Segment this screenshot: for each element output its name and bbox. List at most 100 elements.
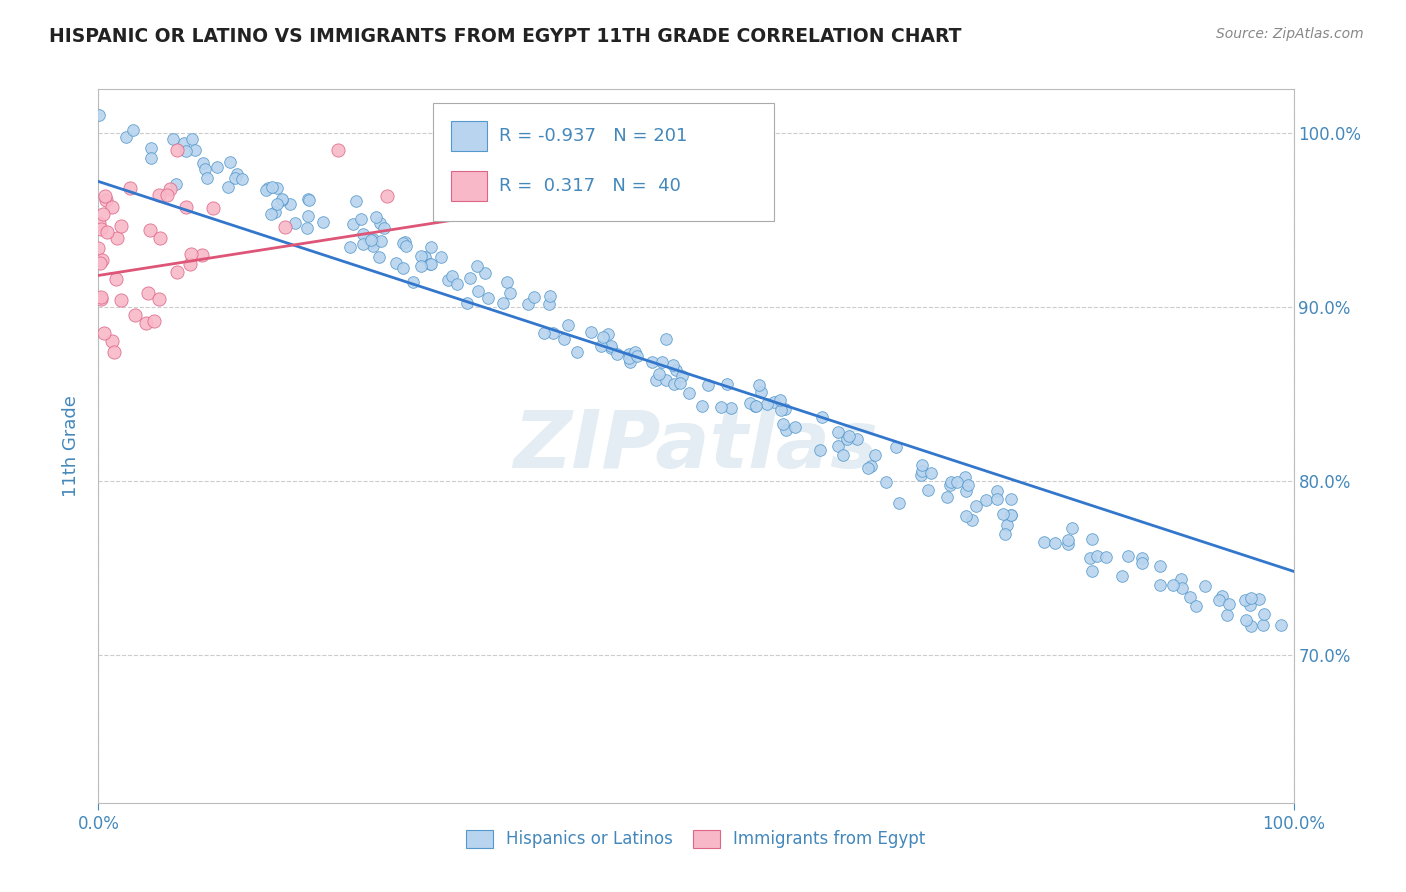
- Point: [920, 466, 942, 480]
- Point: [166, 143, 188, 157]
- Point: [995, 517, 1018, 532]
- Point: [516, 297, 538, 311]
- Point: [599, 339, 621, 353]
- Point: [541, 326, 564, 340]
- Point: [1085, 549, 1108, 564]
- Point: [467, 285, 489, 299]
- Point: [1000, 492, 1022, 507]
- Point: [107, 231, 129, 245]
- Point: [710, 400, 733, 414]
- Point: [1111, 569, 1133, 583]
- Point: [226, 168, 249, 182]
- Point: [363, 232, 385, 246]
- Point: [751, 385, 773, 400]
- Point: [598, 326, 620, 341]
- Point: [231, 172, 253, 186]
- Point: [1218, 598, 1240, 612]
- Point: [89, 108, 111, 122]
- Point: [1000, 508, 1022, 522]
- Point: [194, 161, 217, 176]
- Point: [589, 338, 612, 352]
- Point: [1130, 551, 1153, 566]
- Point: [645, 373, 668, 387]
- Point: [180, 247, 202, 261]
- Point: [392, 235, 415, 250]
- Point: [257, 180, 280, 194]
- Point: [205, 161, 228, 175]
- Point: [139, 151, 162, 165]
- Point: [553, 331, 575, 345]
- Point: [1081, 532, 1104, 546]
- Point: [832, 449, 855, 463]
- Point: [1240, 618, 1263, 632]
- Point: [409, 249, 432, 263]
- Point: [917, 483, 939, 497]
- Point: [155, 187, 177, 202]
- Point: [911, 458, 934, 472]
- Point: [174, 200, 197, 214]
- Point: [837, 432, 859, 446]
- Text: HISPANIC OR LATINO VS IMMIGRANTS FROM EGYPT 11TH GRADE CORRELATION CHART: HISPANIC OR LATINO VS IMMIGRANTS FROM EG…: [49, 27, 962, 45]
- Point: [1211, 589, 1233, 603]
- Point: [124, 308, 146, 322]
- Point: [195, 171, 218, 186]
- Point: [270, 192, 292, 206]
- Point: [986, 491, 1008, 506]
- Point: [911, 464, 934, 478]
- Point: [370, 215, 392, 229]
- Point: [1170, 572, 1192, 586]
- Point: [785, 420, 807, 434]
- Point: [368, 250, 391, 264]
- Point: [364, 210, 387, 224]
- Point: [1216, 608, 1239, 623]
- Point: [395, 239, 418, 253]
- Point: [1233, 592, 1256, 607]
- Point: [744, 399, 766, 413]
- Point: [1149, 559, 1171, 574]
- Point: [720, 401, 742, 416]
- Point: [641, 355, 664, 369]
- Point: [326, 143, 349, 157]
- Point: [557, 318, 579, 333]
- Point: [166, 265, 188, 279]
- Point: [619, 355, 641, 369]
- Point: [755, 397, 778, 411]
- Point: [105, 272, 128, 286]
- Point: [617, 351, 640, 366]
- Point: [474, 267, 496, 281]
- Point: [184, 143, 207, 157]
- Point: [278, 196, 301, 211]
- Point: [191, 248, 214, 262]
- Point: [1208, 593, 1230, 607]
- Point: [101, 201, 124, 215]
- Point: [1239, 598, 1261, 612]
- Point: [224, 171, 246, 186]
- Point: [89, 255, 111, 269]
- Legend: Hispanics or Latinos, Immigrants from Egypt: Hispanics or Latinos, Immigrants from Eg…: [460, 823, 932, 855]
- Point: [671, 368, 693, 383]
- Point: [370, 234, 392, 248]
- Point: [1132, 556, 1154, 570]
- Point: [110, 219, 132, 233]
- Point: [716, 376, 738, 391]
- Point: [219, 155, 242, 169]
- Point: [352, 237, 374, 252]
- Point: [623, 344, 645, 359]
- Point: [1057, 533, 1080, 547]
- Point: [110, 293, 132, 308]
- Point: [352, 227, 374, 242]
- Point: [775, 423, 797, 437]
- Point: [297, 209, 319, 223]
- Point: [148, 188, 170, 202]
- Point: [745, 399, 768, 413]
- Point: [94, 194, 117, 208]
- Point: [991, 507, 1014, 521]
- Point: [492, 296, 515, 310]
- Point: [94, 189, 117, 203]
- Point: [994, 527, 1017, 541]
- Point: [939, 475, 962, 489]
- Point: [1161, 578, 1184, 592]
- Point: [162, 132, 184, 146]
- Point: [173, 136, 195, 150]
- Point: [533, 326, 555, 340]
